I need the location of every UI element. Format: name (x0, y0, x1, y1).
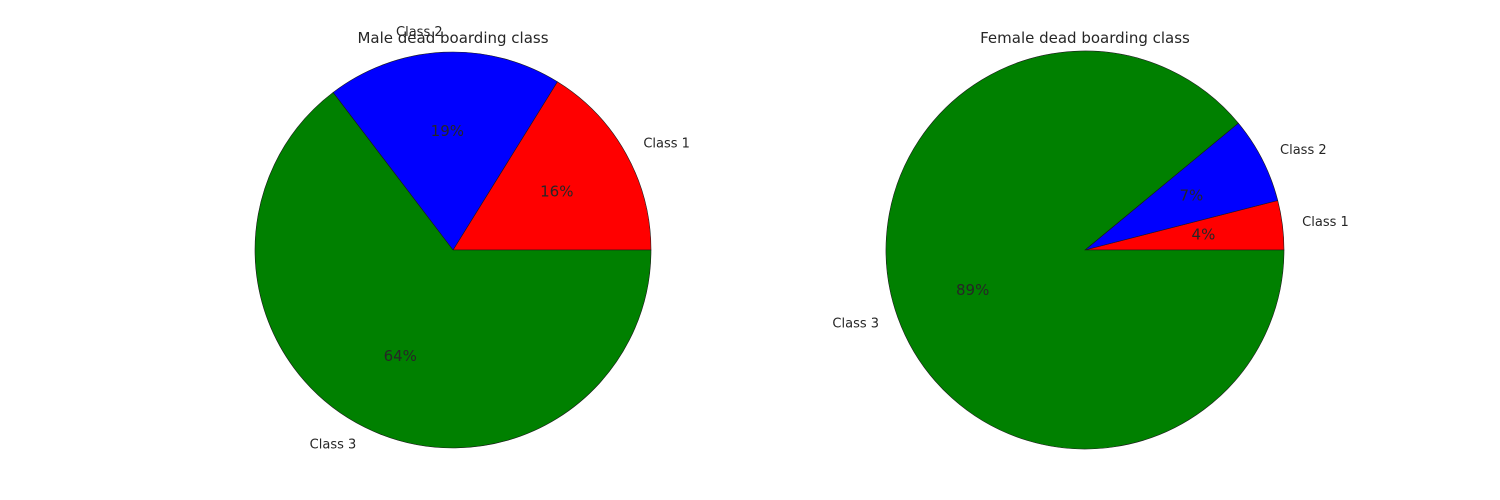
pct-label-class-1: 16% (540, 183, 573, 201)
slice-class-1 (452, 81, 652, 251)
slice-class-2 (332, 51, 558, 251)
slice-label-class-2: Class 2 (396, 25, 443, 40)
slice-class-3 (885, 50, 1285, 450)
slice-label-class-1: Class 1 (1302, 215, 1349, 230)
chart-title: Female dead boarding class (980, 29, 1190, 47)
slice-label-class-2: Class 2 (1280, 143, 1327, 158)
pct-label-class-2: 19% (431, 122, 464, 140)
pct-label-class-3: 89% (956, 281, 989, 299)
pie-chart-1: Class 1 16% Class 2 19% Class 3 64% Male dead … (254, 25, 690, 453)
pct-label-class-2: 7% (1179, 186, 1203, 204)
slice-label-class-3: Class 3 (310, 438, 357, 453)
slice-label-class-3: Class 3 (832, 317, 879, 332)
slice-class-3 (254, 92, 652, 449)
pct-label-class-1: 4% (1192, 226, 1216, 244)
slice-label-class-1: Class 1 (643, 137, 690, 152)
chart-title: Male dead boarding class (357, 29, 548, 47)
pie-chart-2: Class 1 4% Class 2 7% Class 3 89% Female dead … (832, 29, 1349, 450)
pct-label-class-3: 64% (384, 347, 417, 365)
